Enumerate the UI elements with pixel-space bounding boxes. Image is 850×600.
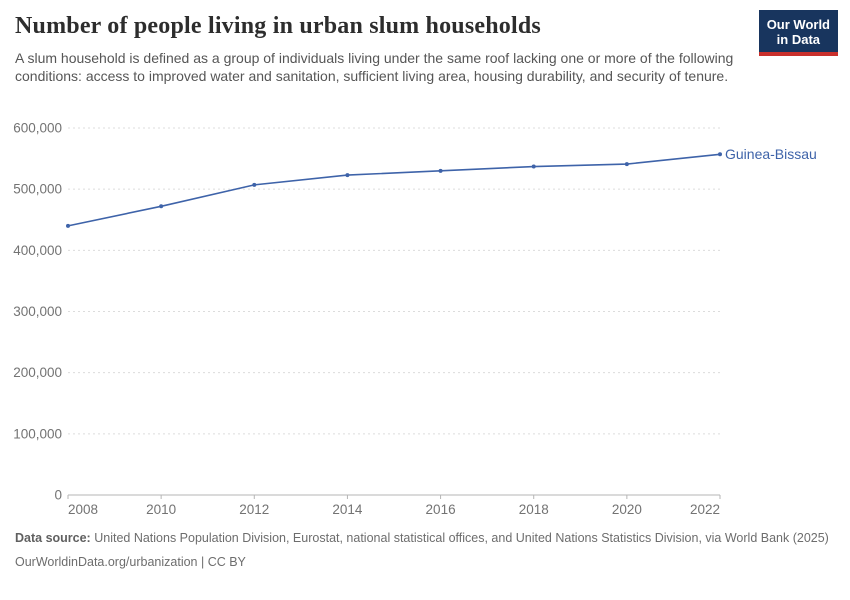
y-tick-label: 400,000 [13, 243, 62, 258]
data-point[interactable] [252, 182, 257, 187]
x-tick-label: 2016 [426, 502, 456, 517]
x-tick-label: 2018 [519, 502, 549, 517]
data-source-text: United Nations Population Division, Euro… [94, 531, 829, 545]
logo-line1: Our World [766, 17, 830, 32]
page-title: Number of people living in urban slum ho… [15, 13, 541, 39]
x-tick-label: 2022 [690, 502, 720, 517]
data-point[interactable] [531, 164, 536, 169]
data-point[interactable] [159, 204, 164, 209]
y-tick-label: 300,000 [13, 304, 62, 319]
y-tick-label: 200,000 [13, 365, 62, 380]
y-tick-label: 100,000 [13, 426, 62, 441]
data-point[interactable] [624, 162, 629, 167]
x-tick-label: 2010 [146, 502, 176, 517]
data-point[interactable] [718, 152, 722, 157]
x-tick-label: 2014 [332, 502, 363, 517]
y-tick-label: 600,000 [13, 121, 62, 136]
line-chart[interactable]: 0 100,000 200,000 300,000 400,000 500,000 600,… [0, 110, 850, 525]
logo-line2: in Data [776, 32, 821, 47]
x-tick-label: 2020 [612, 502, 642, 517]
x-tick-label: 2012 [239, 502, 269, 517]
y-tick-label: 500,000 [13, 182, 62, 197]
data-point[interactable] [66, 223, 70, 228]
data-source-line: Data source: United Nations Population D… [15, 530, 839, 547]
y-tick-label: 0 [54, 488, 62, 503]
footer-link[interactable]: OurWorldinData.org/urbanization | CC BY [15, 555, 246, 569]
data-point[interactable] [345, 173, 350, 178]
x-tick-label: 2008 [68, 502, 98, 517]
series-line [67, 153, 721, 227]
chart-footer: Data source: United Nations Population D… [15, 530, 839, 571]
data-point[interactable] [438, 168, 443, 173]
entity-label: Guinea-Bissau [725, 146, 817, 162]
owid-logo[interactable]: Our World in Data [758, 10, 838, 56]
chart-header: Number of people living in urban slum ho… [0, 0, 850, 86]
data-source-label: Data source: [15, 531, 91, 545]
chart-subtitle: A slum household is defined as a group o… [15, 50, 734, 85]
